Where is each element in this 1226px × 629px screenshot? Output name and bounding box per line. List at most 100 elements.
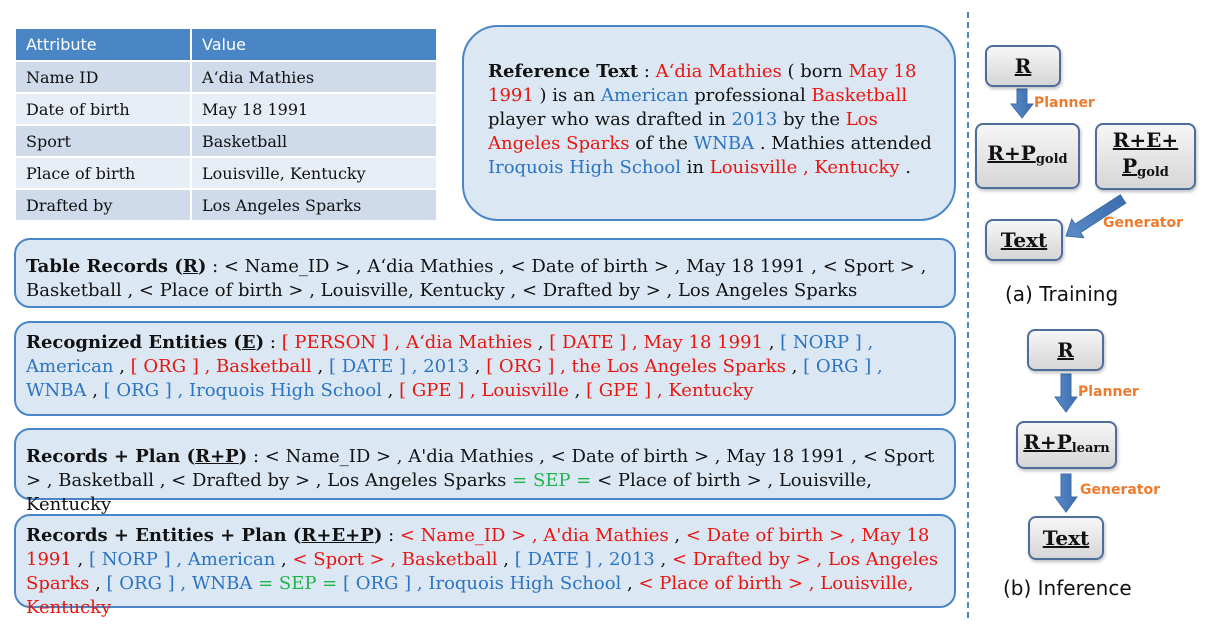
value-cell: Los Angeles Sparks (192, 188, 438, 220)
generator-arrow-inference (1054, 473, 1078, 513)
text-segment: , (668, 525, 686, 546)
text-segment: in (680, 157, 710, 178)
records-plan-text: Records + Plan (R+P) : < Name_ID > , A'd… (26, 445, 944, 517)
red-text-segment: Louisville , Kentucky (709, 157, 900, 178)
text-segment: of the (629, 133, 694, 154)
text-segment: , (762, 332, 781, 353)
records-entities-plan-label: Records + Entities + Plan (R+E+P) (26, 525, 383, 546)
text-segment: : < Name_ID > , A'dia Mathies , < Date o… (26, 446, 935, 491)
reference-text-body: A‘dia Mathies ( born May 18 1991 ) is an… (488, 61, 932, 178)
value-cell: Basketball (192, 124, 438, 156)
text-segment: professional (688, 85, 812, 106)
training-generator-label: Generator (1103, 215, 1184, 231)
value-cell: A‘dia Mathies (192, 60, 438, 92)
blue-text-segment: 2013 (731, 109, 778, 130)
blue-text-segment: [ ORG ] , Iroquois High School (103, 380, 382, 401)
value-cell: Louisville, Kentucky (192, 156, 438, 188)
table-row: Date of birth May 18 1991 (16, 92, 438, 124)
attribute-cell: Date of birth (16, 92, 192, 124)
red-text-segment: < Date of birth > , May 18 1991 (26, 525, 930, 570)
training-planner-label: Planner (1034, 95, 1095, 111)
text-segment: , (785, 356, 804, 377)
table-records-text: Table Records (R) : < Name_ID > , A‘dia … (26, 255, 944, 303)
inference-node-rp-learn: R+Plearn (1016, 421, 1117, 469)
text-segment: , (621, 573, 639, 594)
records-plan-content: : < Name_ID > , A'dia Mathies , < Date o… (26, 446, 934, 515)
text-segment: : < Name_ID > , A‘dia Mathies , < Date o… (26, 256, 927, 301)
training-node-rep-gold: R+E+ Pgold (1095, 123, 1196, 190)
recognized-entities-text: Recognized Entities (E) : [ PERSON ] , A… (26, 331, 944, 403)
red-text-segment: [ GPE ] , Louisville (399, 380, 569, 401)
attribute-cell: Sport (16, 124, 192, 156)
red-text-segment: Basketball (811, 85, 908, 106)
records-entities-plan-text: Records + Entities + Plan (R+E+P) : < Na… (26, 524, 944, 620)
planner-arrow-training (1009, 88, 1035, 119)
red-text-segment: < Drafted by > , Los Angeles Sparks (26, 549, 939, 594)
text-segment: , (568, 380, 587, 401)
blue-text-segment: WNBA (693, 133, 755, 154)
table-records-label: Table Records (R) (26, 256, 207, 277)
green-text-segment: = SEP = (512, 470, 592, 491)
inference-node-r: R (1027, 329, 1104, 371)
table-row: Name ID A‘dia Mathies (16, 60, 438, 92)
recognized-entities-box: Recognized Entities (E) : [ PERSON ] , A… (14, 321, 956, 416)
column-header-value: Value (192, 29, 438, 60)
inference-node-text: Text (1028, 516, 1104, 560)
text-segment: ) is an (533, 85, 602, 106)
table-header-row: Attribute Value (16, 29, 438, 60)
text-segment: , (497, 549, 515, 570)
text-segment: , (113, 356, 131, 377)
text-segment: : (382, 525, 400, 546)
reference-text: Reference Text : A‘dia Mathies ( born Ma… (488, 61, 932, 178)
red-text-segment: May 18 1991 (488, 61, 917, 106)
red-text-segment: A‘dia Mathies (655, 61, 782, 82)
attribute-cell: Name ID (16, 60, 192, 92)
blue-text-segment: [ NORP ] , American (26, 332, 874, 377)
blue-text-segment: Iroquois High School (488, 157, 681, 178)
section-divider (967, 12, 969, 618)
attribute-table: Attribute Value Name ID A‘dia Mathies Dat… (16, 29, 438, 220)
inference-caption: (b) Inference (1003, 576, 1132, 600)
reference-text-box: Reference Text : A‘dia Mathies ( born Ma… (462, 25, 956, 221)
blue-text-segment: [ DATE ] , 2013 (514, 549, 655, 570)
red-text-segment: [ ORG ] , the Los Angeles Sparks (486, 356, 786, 377)
red-text-segment: [ ORG ] , Basketball (130, 356, 312, 377)
text-segment: player who was drafted in (488, 109, 732, 130)
value-cell: May 18 1991 (192, 92, 438, 124)
training-node-text: Text (985, 219, 1063, 261)
records-entities-plan-content: : < Name_ID > , A'dia Mathies , < Date o… (26, 525, 938, 618)
red-text-segment: < Place of birth > , Louisville, Kentuck… (26, 573, 914, 618)
training-caption: (a) Training (1005, 282, 1119, 306)
records-plan-label: Records + Plan (R+P) (26, 446, 248, 467)
blue-text-segment: [ NORP ] , American (88, 549, 276, 570)
text-segment: < Place of birth > , Louisville, Kentuck… (26, 470, 873, 515)
text-segment: , (89, 573, 107, 594)
blue-text-segment: [ ORG ] , WNBA (106, 573, 253, 594)
table-row: Drafted by Los Angeles Sparks (16, 188, 438, 220)
blue-text-segment: [ DATE ] , 2013 (328, 356, 470, 377)
attribute-cell: Drafted by (16, 188, 192, 220)
records-plan-box: Records + Plan (R+P) : < Name_ID > , A'd… (14, 428, 956, 515)
blue-text-segment: [ ORG ] , Iroquois High School (343, 573, 622, 594)
generator-arrow-training (1065, 194, 1127, 239)
text-segment: , (381, 380, 400, 401)
column-header-attribute: Attribute (16, 29, 192, 60)
text-segment: . Mathies attended (754, 133, 932, 154)
red-text-segment: < Name_ID > , A'dia Mathies (399, 525, 669, 546)
red-text-segment: [ GPE ] , Kentucky (586, 380, 754, 401)
text-segment: ( born (781, 61, 849, 82)
planner-arrow-inference (1054, 373, 1078, 413)
blue-text-segment: [ ORG ] , WNBA (26, 356, 883, 401)
records-entities-plan-box: Records + Entities + Plan (R+E+P) : < Na… (14, 514, 956, 618)
training-node-rp-gold: R+Pgold (975, 123, 1080, 189)
table-records-box: Table Records (R) : < Name_ID > , A‘dia … (14, 238, 956, 308)
recognized-entities-content: : [ PERSON ] , A‘dia Mathies , [ DATE ] … (26, 332, 883, 401)
blue-text-segment: American (601, 85, 689, 106)
text-segment: , (654, 549, 672, 570)
attribute-cell: Place of birth (16, 156, 192, 188)
table-row: Place of birth Louisville, Kentucky (16, 156, 438, 188)
red-text-segment: [ PERSON ] , A‘dia Mathies (281, 332, 533, 353)
green-text-segment: = SEP = (258, 573, 338, 594)
text-segment: , (71, 549, 89, 570)
